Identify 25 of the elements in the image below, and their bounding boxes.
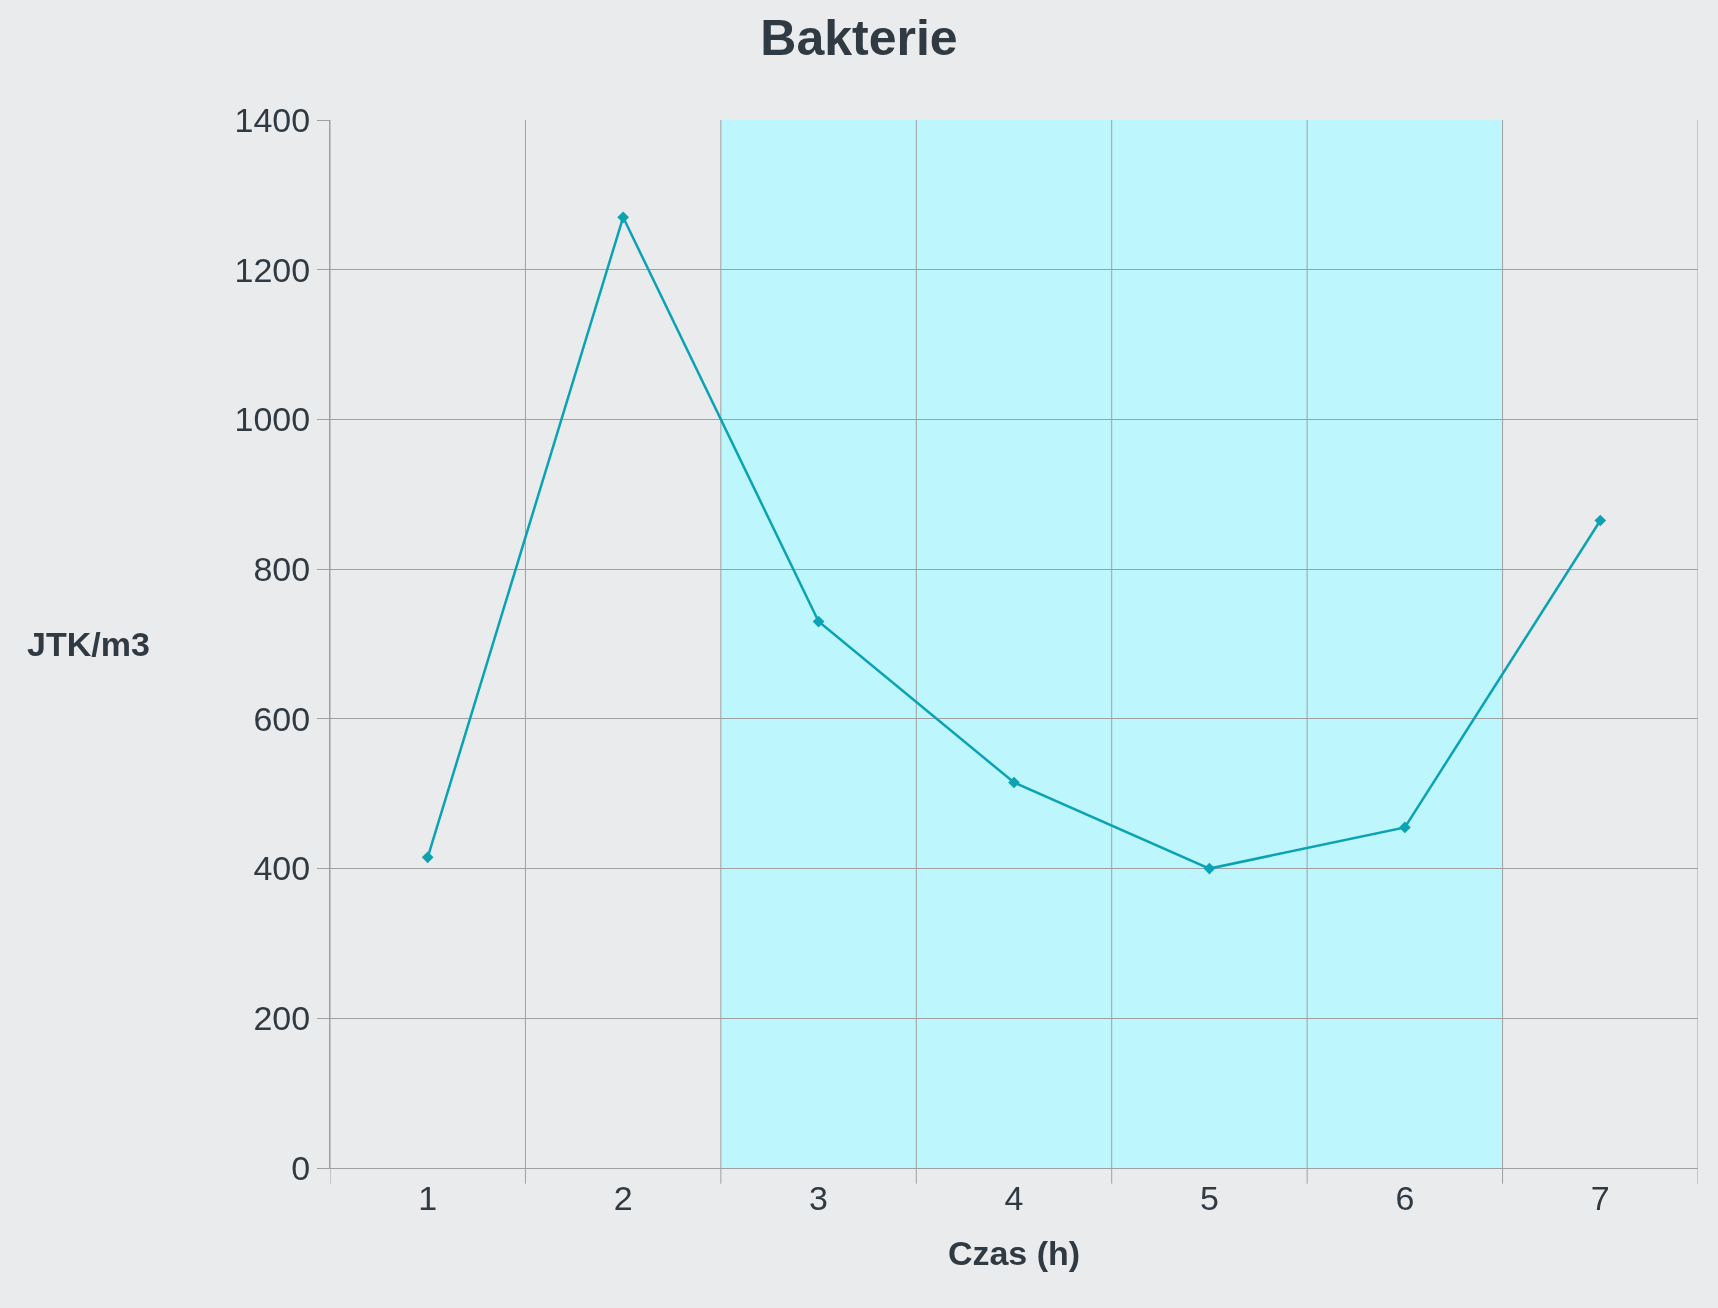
point (1594, 514, 1607, 527)
point (617, 211, 629, 224)
x-tick-label: 4 (1004, 1178, 1024, 1217)
y-tick-label: 800 (253, 550, 311, 589)
x-axis-title: Czas (h) (947, 1234, 1081, 1273)
y-tick-label: 0 (291, 1148, 311, 1187)
point (1203, 862, 1216, 875)
x-tick-label: 6 (1395, 1178, 1415, 1217)
y-axis-title: JTK/m3 (27, 625, 150, 663)
point (421, 851, 434, 864)
x-tick-label: 7 (1590, 1178, 1610, 1217)
point (812, 615, 825, 628)
x-tick-label: 1 (418, 1178, 438, 1217)
point (1008, 776, 1020, 789)
chart-title: Bakterie (760, 9, 958, 66)
y-tick-label: 400 (253, 849, 311, 888)
x-tick-label: 2 (613, 1178, 633, 1217)
y-tick-label: 1400 (234, 100, 311, 139)
x-tick-label: 3 (809, 1178, 829, 1217)
y-tick-label: 600 (253, 699, 311, 738)
y-tick-label: 1200 (234, 250, 311, 289)
x-tick-label: 5 (1199, 1178, 1219, 1217)
point (1399, 821, 1411, 834)
y-tick-label: 1000 (234, 400, 311, 439)
y-tick-label: 200 (253, 999, 311, 1038)
